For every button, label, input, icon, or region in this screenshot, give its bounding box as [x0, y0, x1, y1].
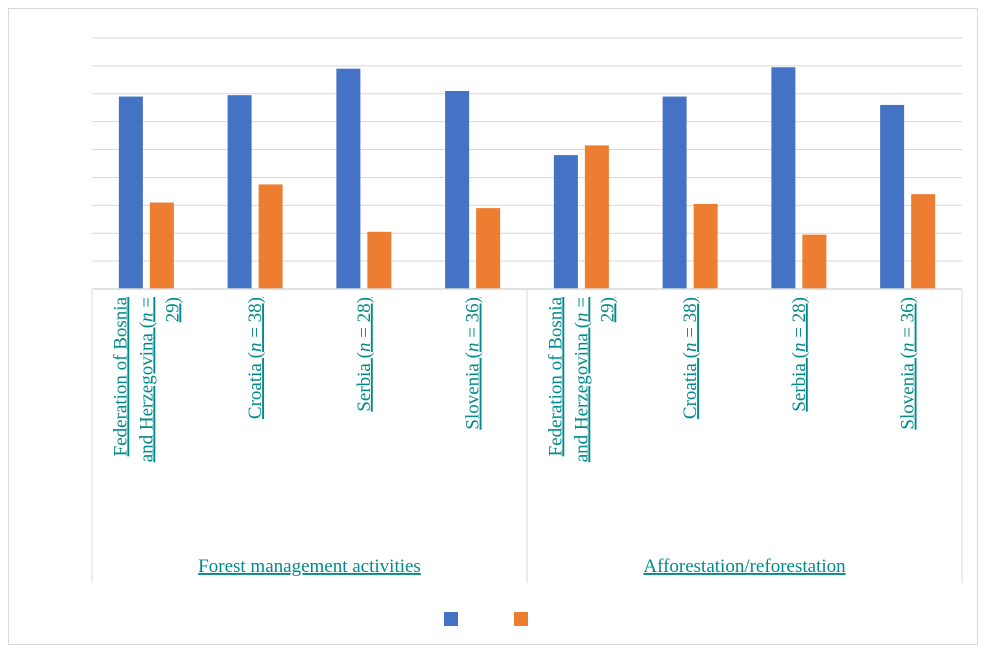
bar-series-2: [476, 208, 501, 289]
category-label: Slovenia (n = 36): [463, 297, 484, 430]
bar-series-1: [227, 95, 252, 289]
bar-series-2: [693, 203, 718, 289]
bar-series-1: [336, 68, 361, 289]
category-label: Federation of Bosnia: [545, 296, 566, 456]
bar-series-1: [880, 104, 905, 289]
bar-series-2: [149, 202, 174, 289]
group-label: Afforestation/reforestation: [643, 556, 846, 577]
bar-series-1: [662, 96, 687, 289]
bar-series-2: [367, 231, 392, 289]
category-label: and Herzegovina (n =: [571, 297, 592, 462]
category-label: and Herzegovina (n =: [136, 297, 157, 462]
gridlines: [92, 37, 962, 262]
category-label: 29): [597, 297, 618, 322]
bar-series-1: [771, 67, 796, 290]
bar-series-2: [802, 234, 827, 289]
category-label: 29): [162, 297, 183, 322]
bar-series-1: [445, 90, 470, 289]
bar-series-2: [258, 184, 283, 289]
chart-frame: [8, 8, 978, 645]
category-label: Federation of Bosnia: [110, 296, 131, 456]
group-label: Forest management activities: [198, 556, 421, 577]
bar-series-1: [118, 96, 143, 289]
x-axis: [91, 288, 963, 583]
category-label: Serbia (n = 28): [789, 297, 810, 412]
category-label: Slovenia (n = 36): [898, 297, 919, 430]
category-label: Serbia (n = 28): [354, 297, 375, 412]
legend: [444, 612, 528, 626]
bars: [118, 67, 936, 290]
category-labels: Federation of Bosnia and Herzegovina (n =…: [110, 296, 918, 577]
legend-swatch-series-1: [444, 612, 458, 626]
bar-series-1: [553, 155, 578, 289]
category-label: Croatia (n = 38): [245, 297, 266, 419]
bar-series-2: [911, 194, 936, 289]
bar-series-2: [584, 145, 609, 289]
legend-swatch-series-2: [514, 612, 528, 626]
category-label: Croatia (n = 38): [680, 297, 701, 419]
